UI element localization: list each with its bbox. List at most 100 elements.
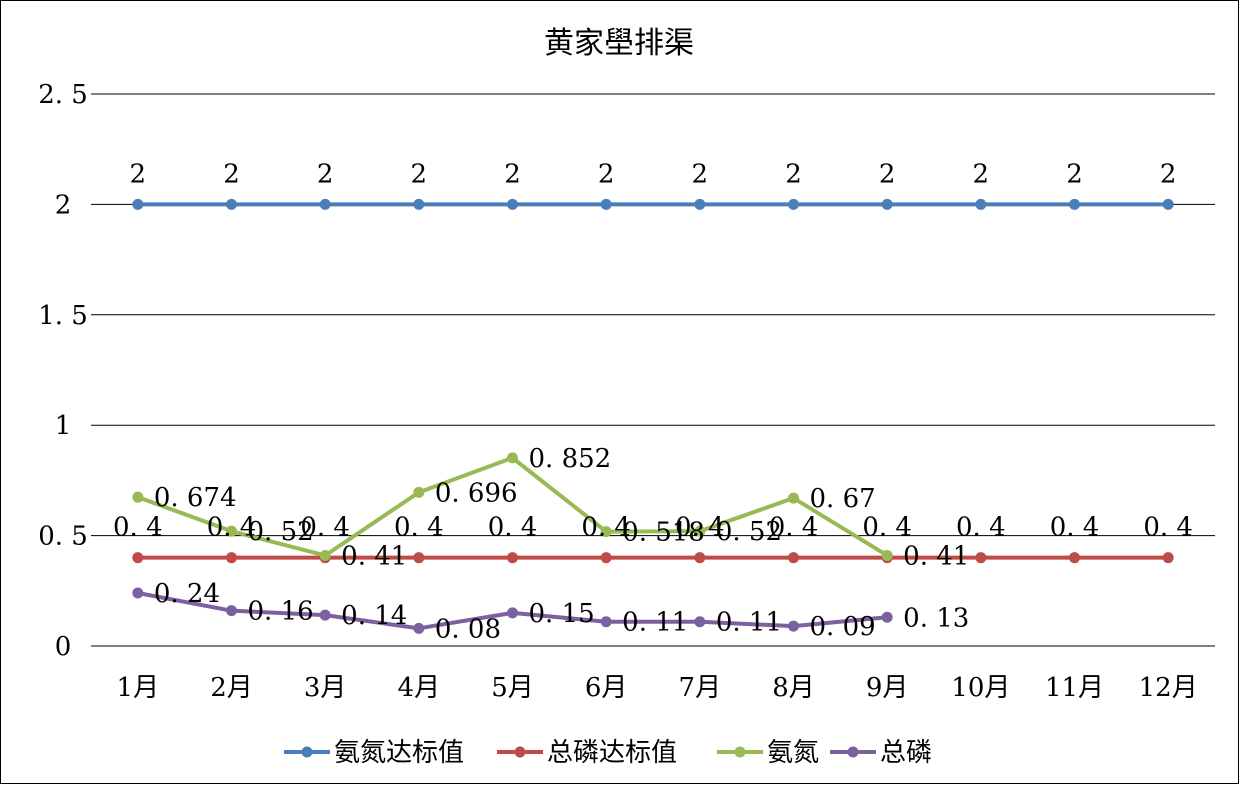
legend-item-氨氮达标值: 氨氮达标值 [284,738,464,768]
data-point-氨氮-5 [507,452,518,464]
data-point-氨氮达标值-9 [881,198,893,210]
y-axis-tick-labels: 0 0. 5 1 1. 5 2 2. 5 [38,80,88,662]
data-label-总磷-5: 0. 15 [529,599,595,629]
data-label-氨氮达标值-10: 2 [973,159,990,189]
data-point-氨氮-7 [694,525,706,537]
data-point-总磷-9 [881,611,893,623]
data-labels: 2 2 2 2 2 2 2 2 2 2 2 20. 4 0. 4 0. 4 0. 4 0. 4 0. 4 0. 4… [113,159,1193,644]
data-label-氨氮达标值-12: 2 [1160,159,1177,189]
data-point-总磷-5 [507,607,518,619]
legend-swatch-marker-总磷达标值 [514,746,526,758]
data-point-氨氮达标值-7 [694,198,706,210]
data-point-总磷-4 [413,622,425,634]
series-layer [132,198,1174,634]
x-tick-label-3: 3月 [304,673,347,703]
x-tick-label-11: 11月 [1045,673,1104,703]
chart-title: 黄家壆排渠 [544,26,694,61]
data-point-总磷达标值-1 [132,552,144,564]
x-tick-label-6: 6月 [585,673,628,703]
legend-label-总磷达标值: 总磷达标值 [547,738,677,768]
x-tick-label-5: 5月 [491,673,534,703]
y-tick-label-1.5: 1. 5 [38,301,88,331]
data-label-氨氮-1: 0. 674 [154,483,237,513]
data-label-氨氮-7: 0. 52 [716,517,782,547]
data-label-总磷-9: 0. 13 [903,603,969,633]
data-label-总磷达标值-5: 0. 4 [488,513,538,543]
data-point-总磷达标值-2 [226,552,237,564]
x-tick-label-2: 2月 [210,673,253,703]
x-tick-label-12: 12月 [1139,673,1198,703]
series-氨氮达标值 [132,198,1174,210]
data-label-总磷达标值-3: 0. 4 [300,513,350,543]
data-point-总磷达标值-6 [600,552,612,564]
data-label-氨氮达标值-5: 2 [504,159,521,189]
data-point-总磷达标值-8 [788,552,799,564]
legend-label-氨氮: 氨氮 [767,738,819,768]
data-point-氨氮达标值-4 [413,198,425,210]
x-tick-label-10: 10月 [951,673,1010,703]
x-axis-tick-labels: 1月 2月 3月 4月 5月 6月 7月 8月 9月 10月 11月 12月 [117,673,1198,703]
data-point-氨氮达标值-3 [319,198,331,210]
data-point-总磷-2 [226,605,237,617]
data-point-总磷-1 [132,587,144,599]
legend-label-总磷: 总磷 [880,738,932,768]
data-point-氨氮达标值-1 [132,198,144,210]
data-label-总磷-1: 0. 24 [154,579,220,609]
y-tick-label-0.5: 0. 5 [38,522,88,552]
data-label-氨氮达标值-1: 2 [130,159,147,189]
data-point-总磷-8 [788,620,799,632]
legend-item-总磷达标值: 总磷达标值 [497,738,677,768]
data-label-总磷-8: 0. 09 [810,612,876,642]
legend-swatch-marker-氨氮达标值 [301,746,313,758]
data-point-氨氮-3 [319,549,331,561]
gridlines [91,93,1215,647]
data-label-氨氮达标值-11: 2 [1066,159,1083,189]
data-label-氨氮达标值-8: 2 [785,159,802,189]
data-label-氨氮达标值-3: 2 [317,159,334,189]
legend-item-总磷: 总磷 [830,738,932,768]
data-label-总磷达标值-4: 0. 4 [394,513,444,543]
y-tick-label-0: 0 [55,632,72,662]
data-label-总磷-4: 0. 08 [435,614,501,644]
x-tick-label-4: 4月 [398,673,441,703]
y-tick-label-1: 1 [55,411,72,441]
data-point-氨氮达标值-11 [1069,198,1080,210]
x-tick-label-7: 7月 [679,673,722,703]
data-point-总磷达标值-11 [1069,552,1080,564]
data-label-总磷达标值-6: 0. 4 [581,513,631,543]
series-总磷达标值 [132,552,1174,564]
data-label-氨氮-2: 0. 52 [248,517,314,547]
data-point-氨氮-4 [413,486,425,498]
data-label-总磷达标值-1: 0. 4 [113,513,163,543]
y-tick-label-2.5: 2. 5 [38,80,88,110]
data-point-氨氮达标值-8 [788,198,799,210]
data-point-氨氮-2 [226,525,237,537]
data-label-氨氮达标值-6: 2 [598,159,615,189]
data-label-氨氮-5: 0. 852 [529,444,612,474]
data-point-总磷达标值-5 [507,552,518,564]
legend: 氨氮达标值 总磷达标值 氨氮 总磷 [284,738,932,768]
data-point-总磷达标值-10 [975,552,987,564]
x-tick-label-8: 8月 [772,673,815,703]
data-label-总磷-6: 0. 11 [622,608,688,638]
y-tick-label-2: 2 [55,190,72,220]
data-label-总磷达标值-2: 0. 4 [207,513,257,543]
data-point-总磷-3 [319,609,331,621]
data-label-总磷达标值-8: 0. 4 [769,513,819,543]
legend-swatch-marker-总磷 [847,746,859,758]
legend-swatch-marker-氨氮 [734,746,746,758]
data-point-总磷达标值-7 [694,552,706,564]
legend-item-氨氮: 氨氮 [717,738,819,768]
data-point-氨氮-9 [881,549,893,561]
data-point-氨氮-1 [132,491,144,503]
series-氨氮 [132,452,893,561]
x-tick-label-1: 1月 [117,673,160,703]
data-label-总磷-7: 0. 11 [716,608,782,638]
data-label-氨氮-3: 0. 41 [341,541,407,571]
x-tick-label-9: 9月 [866,673,909,703]
data-point-氨氮-8 [788,492,799,504]
series-总磷 [132,587,893,634]
data-label-氨氮-9: 0. 41 [903,541,969,571]
data-label-氨氮-4: 0. 696 [435,478,518,508]
